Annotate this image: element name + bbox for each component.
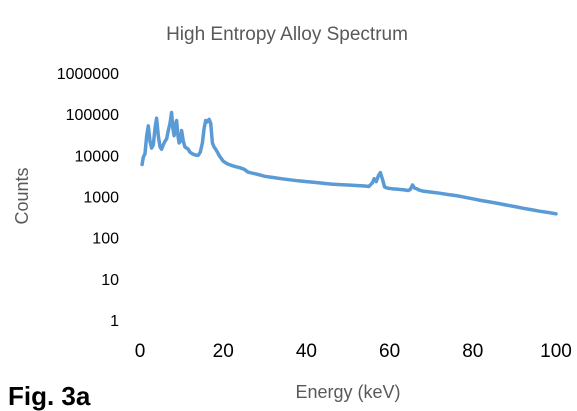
y-tick-label: 1 bbox=[110, 313, 119, 330]
y-tick-labels: 1 10 100 1000 10000 100000 1000000 bbox=[57, 66, 119, 330]
spectrum-series-line bbox=[140, 110, 558, 216]
chart-title: High Entropy Alloy Spectrum bbox=[166, 24, 408, 45]
x-axis-label: Energy (keV) bbox=[295, 382, 400, 402]
x-tick-label: 0 bbox=[135, 341, 146, 362]
figure-label: Fig. 3a bbox=[8, 381, 91, 411]
x-tick-label: 80 bbox=[462, 341, 483, 362]
plot-series bbox=[140, 110, 558, 216]
x-tick-label: 40 bbox=[296, 341, 317, 362]
x-tick-label: 100 bbox=[540, 341, 572, 362]
y-tick-label: 10 bbox=[101, 272, 119, 289]
x-tick-label: 20 bbox=[213, 341, 234, 362]
y-tick-label: 100 bbox=[92, 231, 119, 248]
y-axis-label: Counts bbox=[12, 167, 32, 224]
x-tick-label: 60 bbox=[379, 341, 400, 362]
y-tick-label: 10000 bbox=[75, 148, 120, 165]
y-tick-label: 1000000 bbox=[57, 66, 119, 83]
x-tick-labels: 0 20 40 60 80 100 bbox=[135, 341, 572, 362]
y-tick-label: 1000 bbox=[83, 190, 119, 207]
y-tick-label: 100000 bbox=[66, 107, 119, 124]
